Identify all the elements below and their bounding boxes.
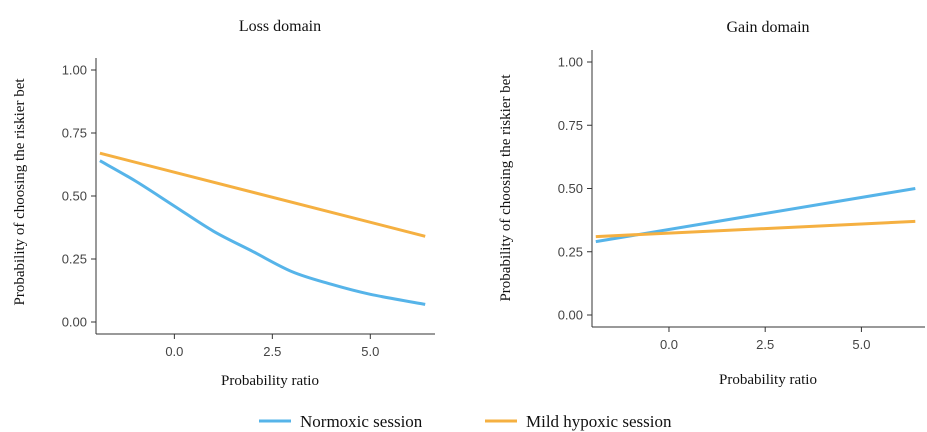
y-tick-label: 0.75	[62, 126, 87, 141]
series-line-mild-hypoxic-session	[99, 151, 426, 238]
chart-title: Gain domain	[726, 19, 809, 36]
x-tick-label: 0.0	[165, 344, 183, 359]
y-tick-label: 0.00	[558, 308, 583, 323]
loss-domain-panel: Loss domain 0.00 0.25 0.50 0.75 1.00 0.0 2.5 5.0…	[12, 18, 435, 389]
x-tick-label: 5.0	[852, 337, 870, 352]
y-axis-label: Probability of choosing the riskier bet	[498, 74, 514, 302]
y-axis-label: Probability of choosing the riskier bet	[12, 78, 28, 306]
x-tick-label: 0.0	[660, 337, 678, 352]
x-tick-label: 2.5	[756, 337, 774, 352]
legend-label-mild-hypoxic-session: Mild hypoxic session	[526, 412, 672, 431]
y-tick-label: 0.75	[558, 118, 583, 133]
legend-label-normoxic-session: Normoxic session	[300, 412, 423, 431]
y-tick-label: 0.25	[62, 252, 87, 267]
x-axis-label: Probability ratio	[221, 373, 319, 389]
gain-domain-panel: Gain domain 0.00 0.25 0.50 0.75 1.00 0.0 2.5 5.0…	[498, 19, 925, 388]
x-axis-label: Probability ratio	[719, 372, 817, 388]
x-tick-label: 2.5	[263, 344, 281, 359]
x-tick-label: 5.0	[361, 344, 379, 359]
series-line-normoxic-session	[99, 159, 426, 306]
y-tick-label: 1.00	[62, 63, 87, 78]
y-tick-label: 0.50	[558, 181, 583, 196]
y-tick-label: 1.00	[558, 55, 583, 70]
legend: Normoxic session Mild hypoxic session	[259, 412, 672, 431]
y-tick-label: 0.50	[62, 189, 87, 204]
chart-title: Loss domain	[239, 18, 321, 35]
y-tick-label: 0.25	[558, 244, 583, 259]
series-line-mild-hypoxic-session	[595, 219, 916, 239]
y-tick-label: 0.00	[62, 315, 87, 330]
